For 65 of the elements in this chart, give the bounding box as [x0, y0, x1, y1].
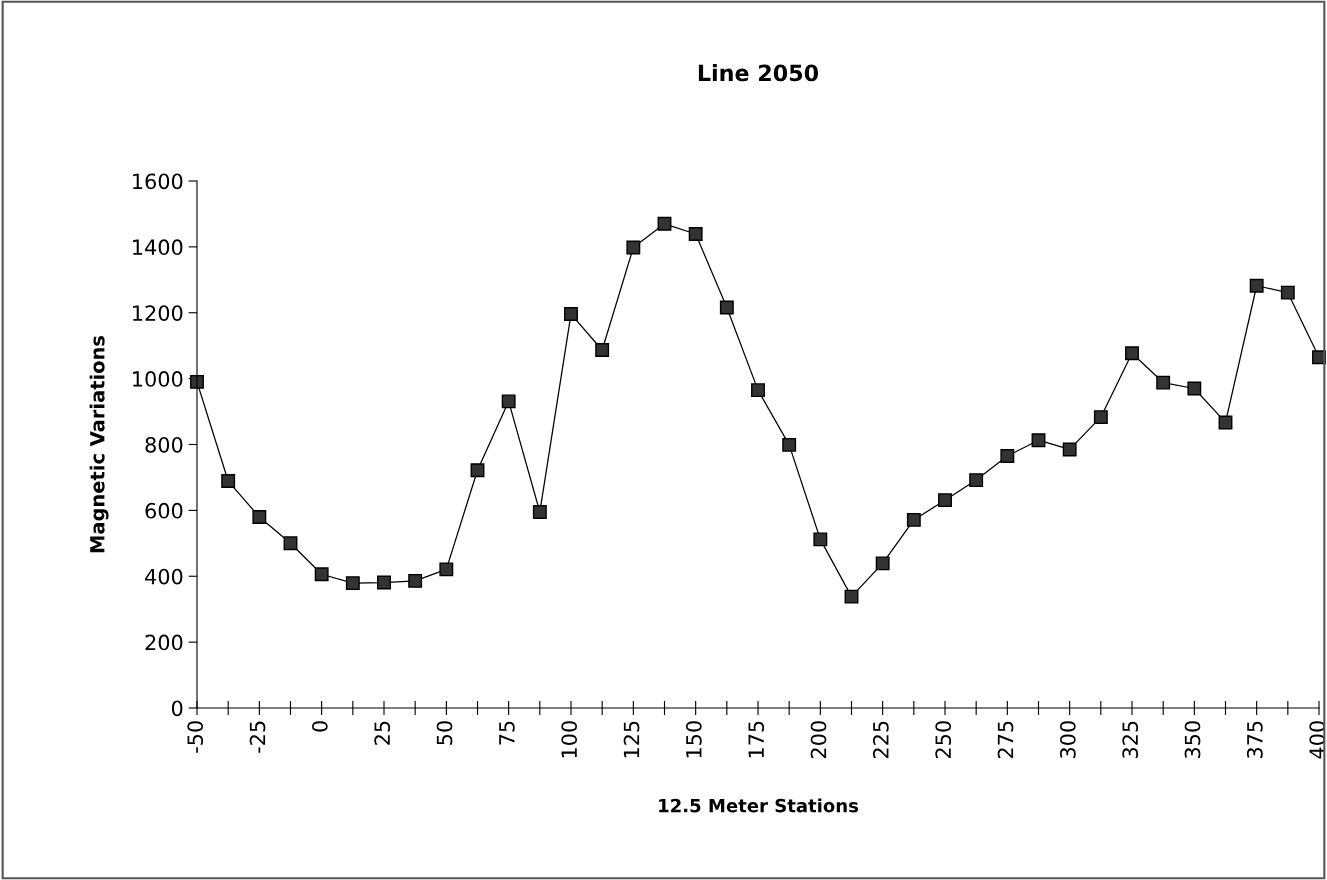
- point: [1031, 433, 1046, 448]
- y-tick-label: 600: [145, 502, 183, 519]
- point: [626, 240, 641, 255]
- x-tick-label: 125: [623, 721, 640, 758]
- y-tick-label: 200: [145, 634, 183, 651]
- point: [1187, 381, 1202, 396]
- x-tick-label: 375: [1246, 721, 1263, 758]
- point: [501, 394, 516, 409]
- y-tick-label: 1200: [133, 305, 183, 321]
- point: [532, 505, 547, 519]
- point: [1125, 346, 1139, 361]
- chart-title: Line 2050: [698, 64, 819, 82]
- x-tick-label: 25: [374, 721, 391, 745]
- point: [813, 532, 828, 547]
- point: [345, 576, 360, 591]
- point: [1000, 449, 1015, 463]
- point: [1218, 415, 1233, 430]
- x-tick-label: -25: [249, 721, 266, 753]
- x-tick-label: 325: [1122, 721, 1139, 758]
- point: [844, 589, 859, 604]
- point: [595, 343, 610, 357]
- y-tick-label: 0: [171, 700, 183, 717]
- y-tick-label: 1400: [133, 239, 183, 256]
- x-tick-label: 0: [311, 721, 328, 732]
- x-tick-label: 225: [872, 721, 889, 759]
- y-tick-label: 800: [145, 436, 183, 453]
- point: [751, 383, 765, 398]
- point: [439, 562, 454, 577]
- y-tick-label: 1000: [133, 371, 183, 387]
- point: [408, 573, 423, 588]
- x-tick-label: 250: [935, 721, 952, 759]
- x-tick-label: 175: [748, 721, 765, 758]
- point: [782, 437, 797, 452]
- point: [938, 493, 952, 508]
- point: [969, 473, 984, 488]
- x-axis-title: 12.5 Meter Stations: [659, 798, 859, 813]
- point: [719, 300, 734, 315]
- x-tick-label: 100: [561, 721, 578, 758]
- y-tick-label: 1600: [133, 173, 183, 190]
- x-tick-label: 50: [436, 721, 453, 745]
- point: [283, 536, 298, 551]
- point: [564, 307, 578, 322]
- point: [470, 463, 485, 478]
- point: [314, 567, 329, 582]
- x-tick-label: 75: [499, 721, 515, 745]
- x-tick-label: 350: [1184, 721, 1201, 758]
- point: [1249, 278, 1264, 293]
- point: [906, 512, 921, 527]
- point: [688, 227, 703, 241]
- point: [221, 474, 236, 489]
- point: [1156, 375, 1171, 390]
- point: [1062, 442, 1077, 457]
- point: [377, 575, 391, 590]
- point: [1280, 285, 1295, 300]
- point: [657, 216, 672, 231]
- x-tick-label: 275: [997, 721, 1014, 759]
- x-tick-label: 300: [1059, 721, 1076, 758]
- point: [252, 510, 267, 524]
- y-axis-title: Magnetic Variations: [89, 335, 109, 553]
- x-tick-label: 200: [810, 721, 827, 759]
- x-tick-label: 150: [685, 721, 702, 758]
- y-tick-label: 400: [145, 568, 183, 585]
- point: [875, 556, 890, 571]
- x-tick-label: -50: [187, 721, 204, 753]
- point: [1093, 410, 1108, 425]
